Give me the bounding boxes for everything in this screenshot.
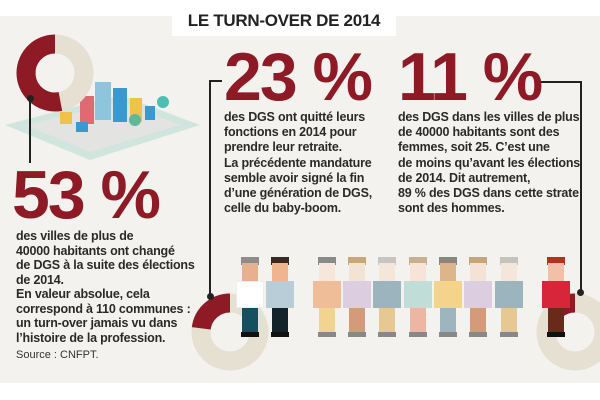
person-figure: [434, 257, 462, 339]
connector-line-3: [538, 81, 582, 83]
donut-23-percent: [191, 293, 269, 371]
text-line: des DGS dans les villes de plus: [398, 110, 580, 124]
text-line: l’histoire de la profession.: [16, 330, 166, 345]
connector-line-3v: [580, 81, 582, 291]
person-figure: [404, 257, 432, 339]
text-line: En valeur absolue, cela: [16, 287, 150, 301]
source-note: Source : CNFPT.: [16, 349, 99, 361]
connector-dot-3: [577, 289, 584, 296]
infographic-panel: [0, 16, 600, 383]
text-line: des DGS ont quitté leurs: [224, 110, 366, 124]
text-line: La précédente mandature: [224, 155, 372, 170]
text-line: sont des hommes.: [398, 201, 505, 216]
stat-23-value: 23 %: [224, 39, 373, 115]
person-figure: [313, 257, 341, 339]
donut-value-arc: [16, 34, 63, 112]
stat-53-text: des villes de plus de 40000 habitants on…: [16, 229, 195, 345]
stat-11-value: 11 %: [398, 39, 543, 115]
text-line: semble avoir signé la fin: [224, 170, 365, 185]
city-illustration: [5, 82, 200, 160]
donut-53-percent: [16, 34, 94, 112]
text-line: de moins qu’avant les élections: [398, 155, 581, 170]
person-figure: [542, 257, 570, 339]
stat-11-text: des DGS dans les villes de plus de 40000…: [398, 110, 580, 216]
donut-value-arc: [191, 293, 231, 331]
person-figure: [236, 257, 264, 339]
text-line: de 2014.: [16, 272, 64, 287]
connector-line-1: [29, 99, 31, 163]
text-line: des villes de plus de: [16, 229, 134, 243]
text-line: prendre leur retraite.: [224, 140, 342, 155]
connector-dot-1: [27, 95, 34, 102]
person-figure: [343, 257, 371, 339]
text-line: correspond à 110 communes :: [16, 301, 191, 316]
person-figure: [266, 257, 294, 339]
text-line: 89 % des DGS dans cette strate: [398, 186, 579, 201]
connector-line-2: [209, 80, 222, 82]
text-line: de 2014. Dit autrement,: [398, 170, 531, 185]
text-line: un turn-over jamais vu dans: [16, 316, 178, 330]
text-line: de DGS à la suite des élections: [16, 258, 195, 272]
text-line: d’une génération de DGS,: [224, 186, 372, 201]
connector-line-2v: [209, 80, 211, 296]
text-line: 40000 habitants ont changé: [16, 243, 175, 258]
person-figure: [464, 257, 492, 339]
connector-dot-2: [207, 293, 214, 300]
text-line: de 40000 habitants sont des: [398, 125, 560, 140]
text-line: femmes, soit 25. C’est une: [398, 140, 550, 155]
stat-23-text: des DGS ont quitté leurs fonctions en 20…: [224, 110, 372, 216]
person-figure: [373, 257, 401, 339]
text-line: fonctions en 2014 pour: [224, 125, 357, 140]
page-title: LE TURN-OVER DE 2014: [172, 6, 396, 36]
stat-53-value: 53 %: [12, 157, 161, 233]
text-line: celle du baby-boom.: [224, 201, 342, 216]
person-figure: [495, 257, 523, 339]
